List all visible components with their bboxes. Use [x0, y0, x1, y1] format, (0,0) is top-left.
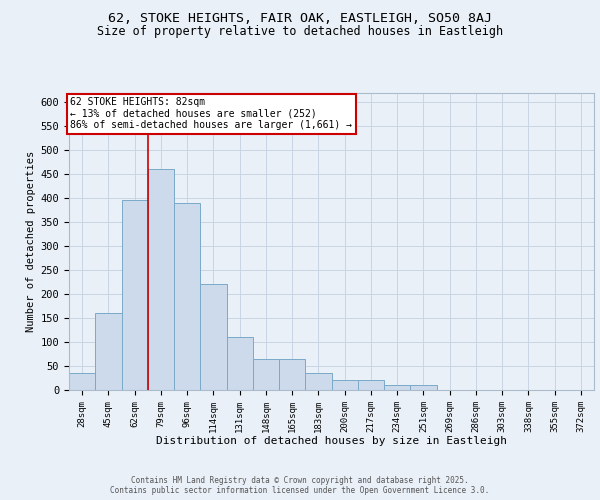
Text: Contains HM Land Registry data © Crown copyright and database right 2025.
Contai: Contains HM Land Registry data © Crown c… [110, 476, 490, 495]
Bar [148, 170, 174, 390]
Text: 62 STOKE HEIGHTS: 82sqm
← 13% of detached houses are smaller (252)
86% of semi-d: 62 STOKE HEIGHTS: 82sqm ← 13% of detache… [70, 98, 352, 130]
Bar [279, 359, 305, 390]
Text: 62, STOKE HEIGHTS, FAIR OAK, EASTLEIGH, SO50 8AJ: 62, STOKE HEIGHTS, FAIR OAK, EASTLEIGH, … [108, 12, 492, 26]
Bar [358, 380, 384, 390]
Bar [253, 359, 279, 390]
Bar [227, 337, 253, 390]
Bar [95, 313, 121, 390]
Bar [331, 380, 358, 390]
Bar [69, 373, 95, 390]
Bar [174, 203, 200, 390]
Text: Size of property relative to detached houses in Eastleigh: Size of property relative to detached ho… [97, 25, 503, 38]
Bar [200, 284, 227, 390]
Bar [384, 385, 410, 390]
X-axis label: Distribution of detached houses by size in Eastleigh: Distribution of detached houses by size … [156, 436, 507, 446]
Y-axis label: Number of detached properties: Number of detached properties [26, 150, 37, 332]
Bar [121, 200, 148, 390]
Bar [305, 373, 331, 390]
Bar [410, 385, 437, 390]
